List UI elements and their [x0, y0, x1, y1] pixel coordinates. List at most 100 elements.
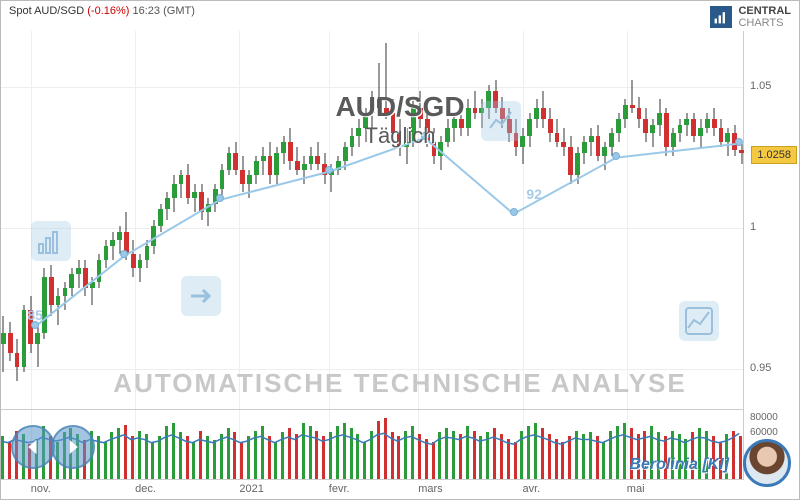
candle — [397, 29, 402, 409]
x-tick: fevr. — [329, 483, 350, 495]
candle — [377, 29, 382, 409]
overlay-point — [120, 250, 128, 258]
candle — [643, 29, 648, 409]
overlay-label: 85 — [27, 307, 43, 323]
volume-bar — [425, 439, 428, 479]
candle — [650, 29, 655, 409]
candle — [589, 29, 594, 409]
logo[interactable]: CENTRAL CHARTS — [710, 5, 791, 29]
x-tick: avr. — [523, 483, 541, 495]
candle — [233, 29, 238, 409]
candle — [131, 29, 136, 409]
volume-bar — [418, 434, 421, 479]
volume-bar — [411, 426, 414, 479]
candle — [83, 29, 88, 409]
candle — [117, 29, 122, 409]
logo-text-1: CENTRAL — [738, 5, 791, 17]
volume-bar — [322, 436, 325, 479]
candle — [28, 29, 33, 409]
candle — [63, 29, 68, 409]
volume-bar — [97, 436, 100, 479]
candle — [534, 29, 539, 409]
candle — [288, 29, 293, 409]
volume-bar — [507, 439, 510, 479]
candle — [725, 29, 730, 409]
volume-bar — [623, 423, 626, 479]
candle — [630, 29, 635, 409]
candle — [309, 29, 314, 409]
volume-bar — [432, 442, 435, 479]
overlay-point — [735, 138, 743, 146]
x-tick: 2021 — [239, 483, 263, 495]
volume-bar — [261, 426, 264, 479]
volume-bar — [575, 431, 578, 479]
volume-bar — [602, 442, 605, 479]
volume-bar — [514, 442, 517, 479]
candle — [213, 29, 218, 409]
y-tick: 1.05 — [750, 80, 771, 92]
volume-bar — [329, 432, 332, 479]
price-chart[interactable]: 8592 — [1, 31, 744, 409]
avatar-icon[interactable] — [743, 439, 791, 487]
nav-prev-button[interactable] — [11, 425, 55, 469]
candle — [678, 29, 683, 409]
candle — [56, 29, 61, 409]
candle — [199, 29, 204, 409]
candle — [192, 29, 197, 409]
volume-bar — [199, 431, 202, 479]
candle — [254, 29, 259, 409]
candle — [561, 29, 566, 409]
volume-bar — [377, 421, 380, 479]
overlay-point — [421, 132, 429, 140]
candle — [445, 29, 450, 409]
candle — [97, 29, 102, 409]
candle — [206, 29, 211, 409]
volume-bar — [384, 418, 387, 479]
volume-bar — [192, 442, 195, 479]
candle — [268, 29, 273, 409]
candle — [575, 29, 580, 409]
candle — [411, 29, 416, 409]
x-tick: mai — [627, 483, 645, 495]
candle — [261, 29, 266, 409]
time-label: 16:23 (GMT) — [133, 5, 195, 17]
candle — [698, 29, 703, 409]
candle — [165, 29, 170, 409]
candle — [302, 29, 307, 409]
candle — [459, 29, 464, 409]
volume-bar — [391, 432, 394, 479]
volume-bar — [739, 436, 742, 479]
candle — [438, 29, 443, 409]
volume-bar — [555, 439, 558, 479]
volume-bar — [589, 432, 592, 479]
candle — [500, 29, 505, 409]
candle — [151, 29, 156, 409]
candle — [507, 29, 512, 409]
nav-next-button[interactable] — [51, 425, 95, 469]
candle — [691, 29, 696, 409]
candle — [42, 29, 47, 409]
header-info: Spot AUD/SGD (-0.16%) 16:23 (GMT) — [9, 5, 195, 17]
volume-bar — [438, 432, 441, 479]
y-tick: 0.95 — [750, 362, 771, 374]
candle — [329, 29, 334, 409]
candle — [548, 29, 553, 409]
candle — [322, 29, 327, 409]
candle — [657, 29, 662, 409]
candle — [35, 29, 40, 409]
volume-bar — [596, 436, 599, 479]
candle — [520, 29, 525, 409]
header: Spot AUD/SGD (-0.16%) 16:23 (GMT) CENTRA… — [1, 1, 799, 31]
candle — [466, 29, 471, 409]
volume-bar — [131, 436, 134, 479]
volume-bar — [315, 431, 318, 479]
volume-bar — [616, 426, 619, 479]
x-tick: mars — [418, 483, 442, 495]
candle — [705, 29, 710, 409]
candle — [684, 29, 689, 409]
volume-bar — [179, 432, 182, 479]
volume-bar — [527, 426, 530, 479]
volume-bar — [397, 436, 400, 479]
volume-bar — [343, 423, 346, 479]
volume-bar — [561, 442, 564, 479]
